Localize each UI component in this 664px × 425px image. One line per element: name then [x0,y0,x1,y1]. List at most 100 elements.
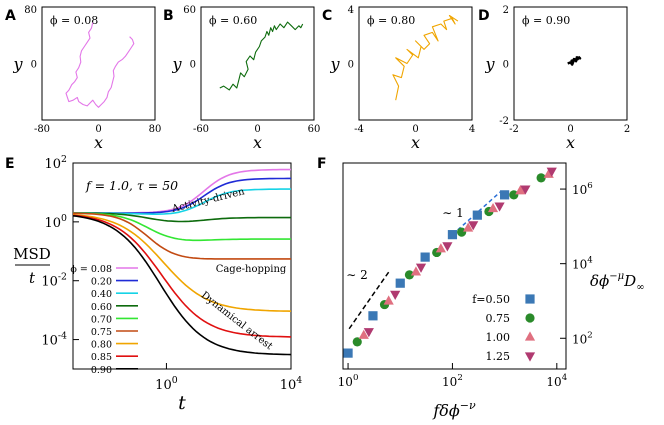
data-point-triangle-down [494,202,505,212]
tick-exponent: -4 [58,331,67,342]
x-axis-label: fδϕ−ν [432,399,476,420]
tick-exponent: 2 [61,154,67,165]
legend-label: 1.00 [486,331,511,344]
data-point-triangle-up [410,266,422,276]
data-point-triangle-up [463,222,474,232]
legend-label: ϕ = 0.08 [70,264,112,275]
tick-exponent: 2 [457,373,463,383]
y-axis-label: y [329,55,340,74]
tick-base: 10 [572,332,587,346]
tick-base: 10 [572,183,587,197]
msd-series-line [72,212,291,260]
tick-base: 10 [546,375,561,389]
data-point-triangle-down [468,221,479,231]
panel-letter: D [478,8,490,24]
tick-base: 10 [572,258,587,272]
x-tick-label: 104 [546,373,567,389]
msd-series-line [72,214,292,338]
data-point-square [525,294,535,304]
data-point-triangle-up [515,185,526,195]
data-point-triangle-down [546,167,557,177]
x-tick-label: 0 [95,124,101,135]
y-tick-label: 10-2 [41,272,67,290]
data-point-square [343,348,353,358]
data-point-triangle-down [415,263,427,273]
tick-base: 10 [338,375,353,389]
tick-base: 10 [155,378,172,393]
phi-label: ϕ = 0.08 [50,14,98,27]
msd-series-line [72,215,292,356]
y-tick-label: 2 [503,5,509,16]
legend-label: 0.90 [91,365,112,376]
tick-base: 10 [41,334,58,349]
trajectory-line [219,21,304,91]
y-tick-label: 104 [572,256,593,272]
y-tick-label: 100 [45,213,68,231]
x-tick-label: 0 [567,124,573,135]
legend-label: 0.75 [486,312,511,325]
tick-exponent: 6 [587,181,593,191]
y-tick-label: 10-4 [41,331,67,349]
x-tick-label: 102 [442,373,463,389]
data-point-triangle-up [435,243,446,253]
y-tick-label: 0 [31,60,37,71]
x-tick-label: -80 [34,124,50,135]
x-tick-label: 100 [155,375,178,393]
x-tick-label: 0 [412,124,418,135]
x-tick-label: -2 [509,124,519,135]
data-point-square [395,278,405,288]
tick-base: 10 [45,216,62,231]
plot-frame [200,6,315,121]
panel-letter: C [322,8,332,24]
guide-line-slope-2 [348,271,390,330]
data-point-square [420,252,430,262]
y-tick-label: -2 [499,116,509,127]
x-axis-label: x [411,133,420,152]
data-point-triangle-down [442,242,453,252]
data-point-circle [525,313,535,323]
data-point-triangle-down [363,328,374,338]
data-point-square [500,190,510,200]
y-axis-label-numerator: MSD [13,245,51,263]
annotation-cage: Cage-hopping [216,264,287,275]
x-tick-label: 0 [254,124,260,135]
guide-label-slope-2: ∼ 2 [346,268,368,282]
tick-exponent: 4 [587,256,593,266]
y-tick-label: 0 [503,60,509,71]
legend-label: 0.40 [91,289,112,300]
tick-exponent: 0 [353,373,359,383]
trajectory-line [65,22,135,108]
y-tick-label: 60 [183,5,196,16]
data-point-triangle-down [390,290,401,301]
x-tick-label: 100 [338,373,359,389]
y-axis-label: δϕ−μD∞ [590,271,645,293]
panel-letter: A [5,8,16,24]
tick-exponent: 0 [172,375,178,386]
tick-exponent: 4 [562,373,568,383]
x-tick-label: 2 [624,124,630,135]
tick-exponent: -2 [58,272,67,283]
legend-label: f=0.50 [472,293,510,306]
x-tick-label: -4 [354,124,364,135]
tick-base: 10 [41,275,58,290]
x-tick-label: 104 [280,375,303,393]
panel-letter: E [5,156,15,172]
y-axis-label-denominator: t [29,269,36,287]
y-tick-label: 102 [572,330,593,346]
x-tick-label: 80 [149,124,162,135]
panel-letter: B [163,8,174,24]
data-point-circle [509,190,519,200]
plot-frame [41,6,156,121]
trajectory-line [392,14,459,101]
y-tick-label: 4 [348,5,354,16]
data-point-triangle-down [524,352,536,362]
y-tick-label: 0 [348,60,354,71]
legend-label: 0.70 [91,314,112,325]
x-tick-label: 60 [308,124,321,135]
x-axis-label: x [94,133,103,152]
legend-label: 0.20 [91,277,112,288]
x-axis-label: x [253,133,262,152]
